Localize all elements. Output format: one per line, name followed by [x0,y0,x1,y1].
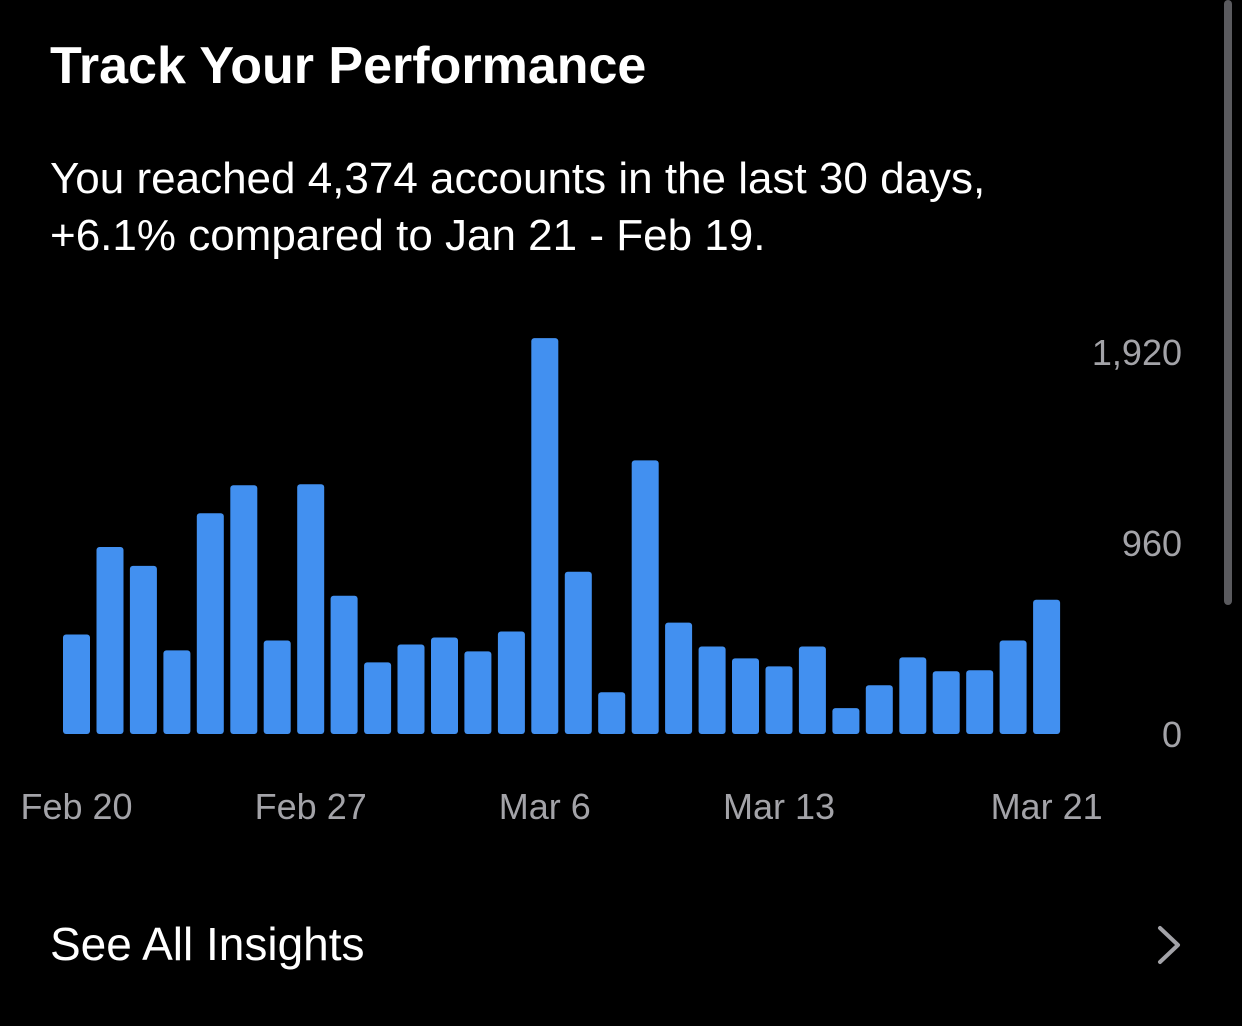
bar-mar-3 [431,637,458,734]
bar-mar-18 [932,671,960,734]
bar-feb-23 [163,650,191,734]
bar-feb-28 [330,595,358,734]
x-tick-label: Feb 27 [255,786,367,827]
y-tick-label: 0 [1162,714,1182,755]
bar-mar-9 [631,460,659,734]
see-all-insights-link[interactable]: See All Insights [50,918,365,970]
x-tick-label: Mar 13 [723,786,835,827]
chevron-right-icon [1158,926,1180,964]
bar-mar-7 [564,571,592,734]
bar-mar-14 [798,646,826,734]
bar-feb-22 [129,565,157,734]
bar-mar-5 [497,631,525,734]
bar-feb-25 [230,485,258,734]
y-axis-ticks: 1,920 960 0 [1092,332,1182,755]
bar-feb-27 [297,484,325,734]
reach-summary-line-1: You reached 4,374 accounts in the last 3… [50,154,986,203]
x-tick-label: Mar 21 [991,786,1103,827]
scrollbar[interactable] [1224,0,1232,605]
bar-mar-13 [765,666,793,734]
x-tick-label: Feb 20 [20,786,132,827]
bar-mar-6 [531,338,559,734]
bar-feb-21 [96,547,124,734]
reach-summary: You reached 4,374 accounts in the last 3… [50,150,1170,264]
bar-mar-10 [665,622,693,734]
see-all-insights-row[interactable]: See All Insights [0,900,1242,990]
bar-mar-17 [899,657,927,734]
x-axis-ticks: Feb 20 Feb 27 Mar 6 Mar 13 Mar 21 [20,786,1102,827]
x-tick-label: Mar 6 [499,786,591,827]
bar-mar-21 [1033,599,1061,734]
bar-mar-11 [698,646,726,734]
y-tick-label: 960 [1122,523,1182,564]
bar-feb-26 [263,640,291,734]
bar-mar-4 [464,651,492,734]
bar-mar-2 [397,644,425,734]
bar-mar-8 [598,692,626,734]
bar-mar-1 [364,662,392,734]
y-tick-label: 1,920 [1092,332,1182,373]
reach-summary-line-2: +6.1% compared to Jan 21 - Feb 19. [50,211,766,260]
bar-mar-12 [732,658,759,734]
page-title: Track Your Performance [50,37,647,95]
bar-feb-24 [196,513,224,734]
bar-feb-20 [63,634,90,734]
bar-mar-20 [999,640,1027,734]
bar-group [63,338,1061,734]
bar-mar-19 [966,670,994,734]
bar-mar-15 [832,708,860,734]
reach-bar-chart: 1,920 960 0 Feb 20 Feb 27 Mar 6 Mar 13 Mar 21 [20,332,1182,827]
bar-mar-16 [865,685,893,734]
